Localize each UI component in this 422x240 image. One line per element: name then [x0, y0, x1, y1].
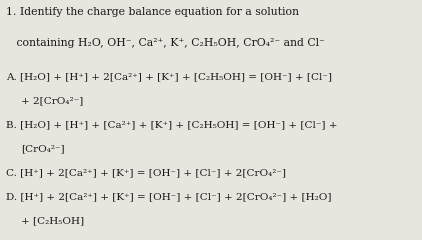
Text: + [C₂H₅OH]: + [C₂H₅OH] — [21, 216, 84, 225]
Text: C. [H⁺] + 2[Ca²⁺] + [K⁺] = [OH⁻] + [Cl⁻] + 2[CrO₄²⁻]: C. [H⁺] + 2[Ca²⁺] + [K⁺] = [OH⁻] + [Cl⁻]… — [6, 168, 287, 177]
Text: + 2[CrO₄²⁻]: + 2[CrO₄²⁻] — [21, 96, 84, 105]
Text: containing H₂O, OH⁻, Ca²⁺, K⁺, C₂H₅OH, CrO₄²⁻ and Cl⁻: containing H₂O, OH⁻, Ca²⁺, K⁺, C₂H₅OH, C… — [6, 38, 325, 48]
Text: 1. Identify the charge balance equation for a solution: 1. Identify the charge balance equation … — [6, 7, 299, 17]
Text: [CrO₄²⁻]: [CrO₄²⁻] — [21, 144, 65, 153]
Text: B. [H₂O] + [H⁺] + [Ca²⁺] + [K⁺] + [C₂H₅OH] = [OH⁻] + [Cl⁻] +: B. [H₂O] + [H⁺] + [Ca²⁺] + [K⁺] + [C₂H₅O… — [6, 120, 338, 129]
Text: A. [H₂O] + [H⁺] + 2[Ca²⁺] + [K⁺] + [C₂H₅OH] = [OH⁻] + [Cl⁻]: A. [H₂O] + [H⁺] + 2[Ca²⁺] + [K⁺] + [C₂H₅… — [6, 72, 333, 81]
Text: D. [H⁺] + 2[Ca²⁺] + [K⁺] = [OH⁻] + [Cl⁻] + 2[CrO₄²⁻] + [H₂O]: D. [H⁺] + 2[Ca²⁺] + [K⁺] = [OH⁻] + [Cl⁻]… — [6, 192, 332, 201]
